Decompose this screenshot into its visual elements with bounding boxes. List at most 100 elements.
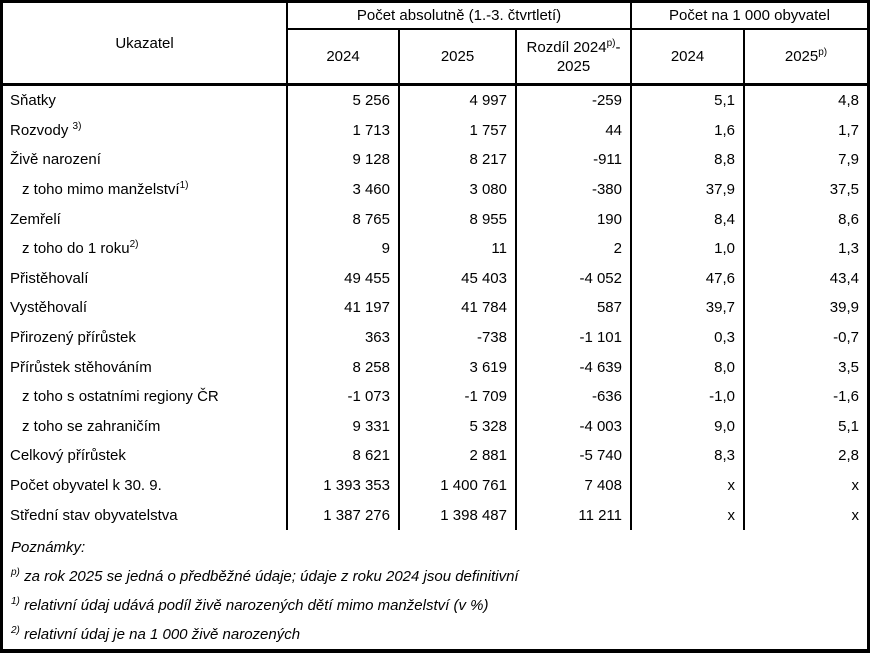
row-label: Přirozený přírůstek (3, 322, 288, 353)
cell-absolute-2025: 11 (400, 233, 517, 264)
cell-per-1000-2025: 39,9 (829, 299, 859, 317)
column-header-difference: Rozdíl 2024p)- 2025 (517, 30, 632, 83)
cell-absolute-2025: 41 784 (400, 293, 517, 323)
cell-absolute-2024: 363 (288, 322, 400, 353)
column-header-rel-2024: 2024 (632, 30, 745, 83)
footnote-p: p) za rok 2025 se jedná o předběžné údaj… (11, 566, 519, 585)
group-header-per-1000: Počet na 1 000 obyvatel (632, 3, 867, 30)
cell-absolute-2025: 3 619 (400, 352, 517, 382)
cell-per-1000-2025: 4,8 (838, 92, 859, 110)
cell-per-1000-2025: x (851, 477, 860, 495)
cell-per-1000-2024: 1,0 (632, 233, 745, 264)
row-label: Přistěhovalí (3, 263, 288, 294)
cell-difference: 190 (517, 204, 632, 234)
notes-section: Poznámky: p) za rok 2025 se jedná o před… (3, 530, 867, 653)
cell-per-1000-2024: 8,8 (632, 145, 745, 175)
group-header-absolute-label: Počet absolutně (1.-3. čtvrtletí) (356, 7, 562, 24)
cell-difference: -1 101 (517, 322, 632, 353)
row-label: z toho se zahraničím (3, 411, 288, 442)
cell-absolute-2024: 9 331 (288, 411, 400, 442)
row-label: z toho do 1 roku2) (3, 233, 288, 264)
row-label: z toho mimo manželství1) (3, 174, 288, 205)
cell-absolute-2024: 49 455 (288, 263, 400, 294)
cell-difference: -5 740 (517, 441, 632, 471)
cell-per-1000-2024: 8,0 (632, 352, 745, 382)
cell-per-1000-2024: 9,0 (632, 411, 745, 442)
cell-absolute-2024: 8 258 (288, 352, 400, 382)
row-label: Vystěhovalí (3, 293, 288, 323)
table-body: Sňatky 5 256 4 997 -259 5,1 4,8 Rozvody … (3, 86, 867, 530)
cell-absolute-2024: 1 387 276 (288, 500, 400, 530)
indicator-column-header: Ukazatel (3, 3, 288, 83)
cell-per-1000-2025: x (851, 506, 860, 524)
cell-per-1000-2025: 43,4 (829, 269, 859, 287)
cell-absolute-2025: -1 709 (400, 381, 517, 412)
cell-per-1000-2024: 39,7 (632, 293, 745, 323)
cell-difference: -4 639 (517, 352, 632, 382)
column-header-rel-2025: 2025p) (745, 30, 867, 83)
cell-per-1000-2024: 37,9 (632, 174, 745, 205)
cell-absolute-2024: 5 256 (288, 86, 400, 116)
column-header-rel-2025-label: 2025p) (784, 47, 828, 66)
cell-absolute-2024: 9 (288, 233, 400, 264)
cell-per-1000-2024: x (632, 500, 745, 530)
cell-absolute-2024: 41 197 (288, 293, 400, 323)
row-label: Přírůstek stěhováním (3, 352, 288, 382)
cell-absolute-2024: 8 621 (288, 441, 400, 471)
cell-per-1000-2025: 8,6 (838, 210, 859, 228)
cell-per-1000-2025: 1,3 (838, 240, 859, 258)
cell-difference: 44 (517, 115, 632, 146)
cell-per-1000-2024: 5,1 (632, 86, 745, 116)
row-label: Celkový přírůstek (3, 441, 288, 471)
indicator-column-header-label: Ukazatel (115, 34, 174, 52)
cell-per-1000-2024: -1,0 (632, 381, 745, 412)
cell-difference: -4 052 (517, 263, 632, 294)
cell-per-1000-2024: x (632, 470, 745, 501)
column-header-abs-2024-label: 2024 (326, 48, 360, 65)
cell-absolute-2025: -738 (400, 322, 517, 353)
notes-title: Poznámky: (11, 538, 86, 556)
cell-per-1000-2025: -1,6 (833, 388, 859, 406)
cell-difference: -380 (517, 174, 632, 205)
cell-absolute-2024: 1 393 353 (288, 470, 400, 501)
column-header-abs-2024: 2024 (288, 30, 400, 83)
cell-absolute-2025: 8 955 (400, 204, 517, 234)
cell-difference: -911 (517, 145, 632, 175)
cell-difference: -4 003 (517, 411, 632, 442)
cell-absolute-2025: 5 328 (400, 411, 517, 442)
cell-difference: -259 (517, 86, 632, 116)
row-label: Počet obyvatel k 30. 9. (3, 470, 288, 501)
row-label: Živě narození (3, 145, 288, 175)
cell-difference: 7 408 (517, 470, 632, 501)
cell-absolute-2024: 8 765 (288, 204, 400, 234)
column-header-abs-2025-label: 2025 (440, 48, 475, 65)
cell-per-1000-2025: 5,1 (838, 417, 859, 435)
cell-difference: 587 (517, 293, 632, 323)
cell-absolute-2025: 1 398 487 (400, 500, 517, 530)
cell-per-1000-2025: 3,5 (838, 358, 859, 376)
cell-absolute-2024: 1 713 (288, 115, 400, 146)
cell-per-1000-2024: 1,6 (632, 115, 745, 146)
row-label: Rozvody 3) (3, 115, 288, 146)
footnote-1: 1) relativní údaj udává podíl živě naroz… (11, 595, 489, 614)
table-header: Ukazatel Počet absolutně (1.-3. čtvrtlet… (3, 3, 867, 86)
cell-per-1000-2025: 37,5 (829, 181, 859, 199)
cell-absolute-2024: -1 073 (288, 381, 400, 412)
cell-per-1000-2024: 8,3 (632, 441, 745, 471)
cell-per-1000-2025: 1,7 (838, 121, 859, 139)
cell-absolute-2025: 45 403 (400, 263, 517, 294)
cell-difference: -636 (517, 381, 632, 412)
cell-per-1000-2024: 8,4 (632, 204, 745, 234)
cell-absolute-2025: 4 997 (400, 86, 517, 116)
cell-per-1000-2024: 47,6 (632, 263, 745, 294)
cell-absolute-2024: 3 460 (288, 174, 400, 205)
group-header-absolute-count: Počet absolutně (1.-3. čtvrtletí) (288, 3, 632, 30)
cell-absolute-2025: 1 400 761 (400, 470, 517, 501)
column-header-difference-label: Rozdíl 2024p)- 2025 (526, 37, 621, 75)
row-label: Střední stav obyvatelstva (3, 500, 288, 530)
column-header-rel-2024-label: 2024 (670, 48, 705, 65)
cell-difference: 2 (517, 233, 632, 264)
row-label: Zemřelí (3, 204, 288, 234)
cell-absolute-2025: 8 217 (400, 145, 517, 175)
